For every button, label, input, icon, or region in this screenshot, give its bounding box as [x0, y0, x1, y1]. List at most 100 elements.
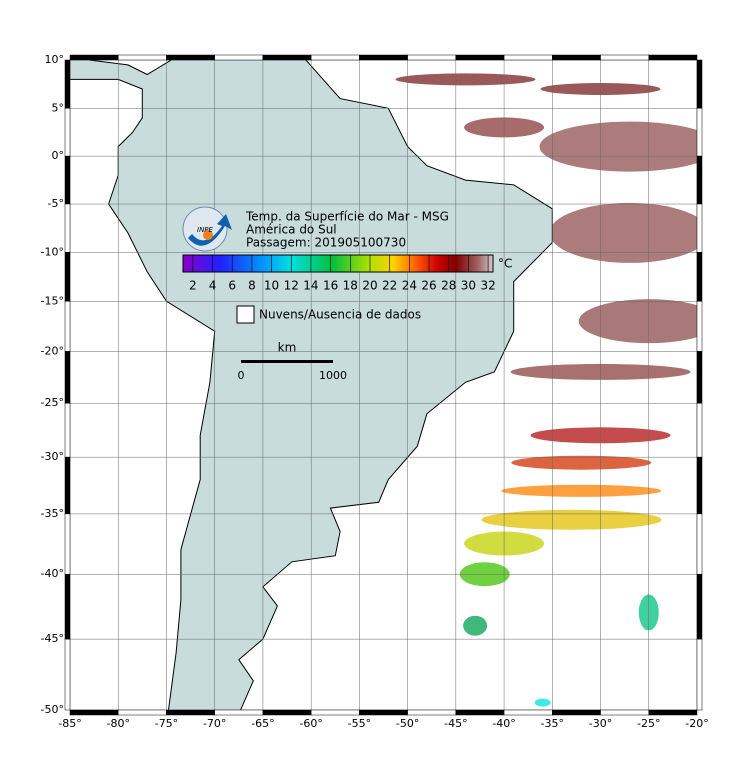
frame-segment: [69, 709, 119, 716]
colorbar-tick-label: 6: [228, 279, 236, 293]
frame-segment: [696, 638, 703, 711]
frame-segment: [648, 54, 698, 61]
colorbar-tick-label: 18: [343, 279, 358, 293]
frame-segment: [64, 155, 71, 205]
colorbar-tick-label: 20: [362, 279, 377, 293]
lat-tick-label: -20°: [41, 344, 64, 357]
lon-tick-label: -20°: [685, 717, 708, 730]
frame-segment: [310, 54, 360, 61]
logo-swoosh: [188, 214, 232, 246]
frame-segment: [262, 709, 312, 716]
frame-segment: [696, 203, 703, 253]
frame-segment: [64, 513, 71, 575]
lat-tick-label: 5°: [52, 101, 65, 114]
frame-segment: [64, 203, 71, 253]
colorbar-tick-label: 8: [248, 279, 256, 293]
scale-unit: km: [278, 341, 297, 355]
logo-text: INPE: [197, 226, 214, 234]
frame-segment: [64, 301, 71, 352]
frame-segment: [552, 709, 601, 716]
lat-tick-label: -50°: [41, 703, 64, 716]
sst-patch: [534, 698, 551, 707]
lon-tick-label: -25°: [637, 717, 660, 730]
overlay: -85° -80° -75° -70° -65° -60° -55° -50° -45° -40°…: [41, 53, 709, 730]
frame-segment: [64, 108, 71, 157]
frame-segment: [600, 709, 650, 716]
colorbar: [182, 254, 494, 273]
lat-tick-label: 0°: [52, 149, 65, 162]
lat-tick-label: -5°: [48, 197, 64, 210]
frame-segment: [696, 402, 703, 458]
frame-segment: [696, 513, 703, 575]
frame-segment: [69, 54, 119, 61]
frame-segment: [64, 573, 71, 640]
colorbar-tick-label: 22: [382, 279, 397, 293]
title-line: Passagem: 201905100730: [246, 236, 406, 250]
lat-tick-label: -30°: [41, 450, 64, 463]
frame-segment: [64, 351, 71, 404]
lat-tick-label: -35°: [41, 507, 64, 520]
lat-tick-label: -25°: [41, 396, 64, 409]
frame-segment: [696, 573, 703, 640]
sst-patch: [539, 121, 697, 172]
frame-segment: [648, 709, 698, 716]
title-line: América do Sul: [246, 223, 337, 237]
logo-dot: [203, 230, 213, 240]
lat-tick-label: 10°: [45, 53, 65, 66]
frame-segment: [310, 709, 360, 716]
lon-tick-label: -60°: [299, 717, 322, 730]
scale-label: 0: [238, 369, 245, 382]
scale-label: 1000: [319, 369, 347, 382]
frame-segment: [214, 54, 264, 61]
frame-segment: [407, 54, 457, 61]
frame-segment: [696, 108, 703, 157]
frame-segment: [552, 54, 601, 61]
sst-patch: [463, 615, 488, 636]
frame-segment: [696, 456, 703, 515]
lon-tick-label: -55°: [348, 717, 371, 730]
frame-segment: [64, 59, 71, 109]
lon-tick-label: -35°: [541, 717, 564, 730]
colorbar-tick-label: 14: [303, 279, 318, 293]
frame-segment: [696, 59, 703, 109]
colorbar-tick-label: 2: [189, 279, 197, 293]
frame-segment: [64, 456, 71, 515]
lat-tick-label: -40°: [41, 567, 64, 580]
sst-patch: [511, 455, 652, 470]
lon-tick-label: -75°: [155, 717, 178, 730]
lon-tick-label: -80°: [106, 717, 129, 730]
colorbar-tick-label: 26: [421, 279, 436, 293]
frame-segment: [117, 709, 167, 716]
colorbar-tick-label: 10: [264, 279, 279, 293]
map-area: [70, 60, 697, 710]
frame-segment: [600, 54, 650, 61]
legend-swatch: [236, 305, 255, 324]
sst-patch: [395, 73, 536, 86]
frame-segment: [64, 252, 71, 302]
colorbar-tick-label: 32: [480, 279, 495, 293]
sst-patch: [549, 202, 697, 263]
frame-segment: [455, 54, 505, 61]
title-line: Temp. da Superfície do Mar - MSG: [245, 210, 449, 224]
sst-patch: [501, 484, 662, 497]
lon-tick-label: -65°: [251, 717, 274, 730]
lon-tick-label: -50°: [396, 717, 419, 730]
colorbar-tick-label: 24: [402, 279, 417, 293]
frame-segment: [359, 709, 408, 716]
lon-tick-label: -40°: [492, 717, 515, 730]
colorbar-tick-label: 4: [209, 279, 217, 293]
lon-tick-label: -85°: [58, 717, 81, 730]
frame-segment: [359, 54, 408, 61]
frame-segment: [214, 709, 264, 716]
lat-tick-label: -45°: [41, 632, 64, 645]
colorbar-unit: °C: [498, 257, 512, 271]
frame-segment: [166, 54, 215, 61]
colorbar-tick-label: 28: [441, 279, 456, 293]
frame-segment: [64, 638, 71, 711]
lat-tick-label: -15°: [41, 294, 64, 307]
lon-tick-label: -30°: [589, 717, 612, 730]
colorbar-tick-label: 12: [284, 279, 299, 293]
frame-segment: [262, 54, 312, 61]
legend-label: Nuvens/Ausencia de dados: [259, 308, 421, 322]
